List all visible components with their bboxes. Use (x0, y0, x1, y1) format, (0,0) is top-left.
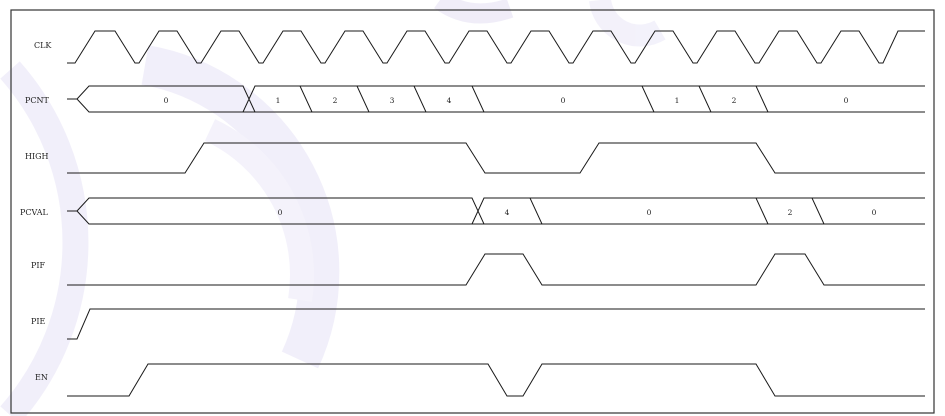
pcval-value: 2 (788, 208, 793, 217)
high-waveform (67, 142, 925, 174)
pcnt-value: 0 (844, 96, 849, 105)
pcnt-value: 2 (732, 96, 737, 105)
pcval-bus: 0 4 0 2 0 (67, 197, 925, 225)
signal-label-pcval: PCVAL (20, 208, 49, 217)
pcval-value: 0 (647, 208, 652, 217)
pcnt-value: 2 (333, 96, 338, 105)
pcval-value: 4 (505, 208, 510, 217)
pif-waveform (67, 253, 925, 286)
pie-waveform (67, 308, 925, 340)
signal-label-pcnt: PCNT (25, 96, 50, 105)
pcnt-value: 1 (276, 96, 281, 105)
signal-label-pif: PIF (31, 261, 46, 270)
signal-label-pie: PIE (31, 317, 46, 326)
pcnt-bus-outline (67, 85, 925, 113)
signal-label-high: HIGH (25, 152, 49, 161)
signal-labels: CLK PCNT HIGH PCVAL PIF PIE EN (20, 41, 52, 382)
pcval-bus-outline (67, 197, 925, 225)
en-waveform (67, 363, 925, 397)
watermark (0, 0, 666, 416)
pcnt-value: 0 (561, 96, 566, 105)
pcnt-value: 3 (390, 96, 395, 105)
pcval-value: 0 (278, 208, 283, 217)
signal-label-clk: CLK (34, 41, 52, 50)
pcnt-value: 4 (447, 96, 452, 105)
pcval-value: 0 (872, 208, 877, 217)
pcnt-value: 1 (675, 96, 680, 105)
clk-waveform (67, 30, 925, 64)
pcnt-value: 0 (164, 96, 169, 105)
pcnt-bus: 0 1 2 3 4 0 1 2 0 (67, 85, 925, 113)
diagram-frame (10, 9, 935, 414)
signal-label-en: EN (35, 373, 48, 382)
